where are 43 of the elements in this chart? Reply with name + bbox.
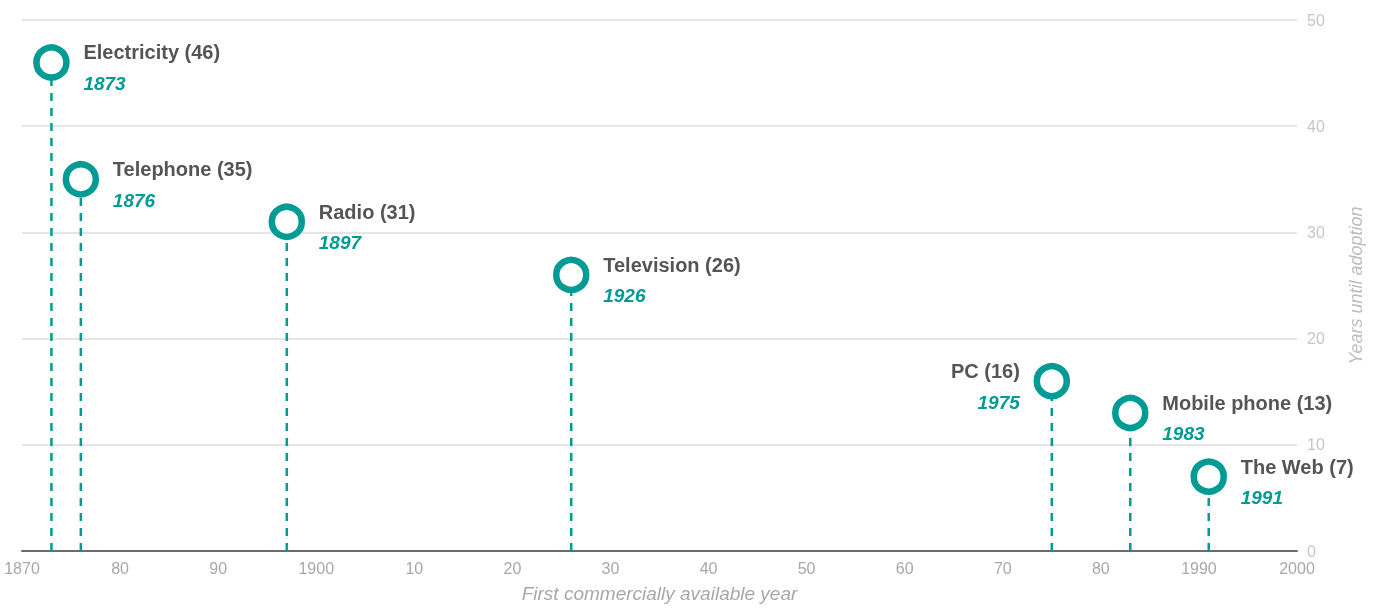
x-tick-label: 2000 (1279, 559, 1315, 577)
x-tick-label: 50 (797, 559, 816, 577)
data-label: Radio (31) (318, 200, 416, 223)
data-label: Mobile phone (13) (1162, 391, 1333, 414)
point (268, 203, 306, 241)
x-tick-label: 80 (111, 559, 130, 577)
x-tick-label: 40 (699, 559, 718, 577)
y-tick-label: 30 (1307, 223, 1325, 241)
y-tick-label: 10 (1307, 436, 1325, 454)
x-tick-label: 70 (993, 559, 1012, 577)
x-tick-label: 1990 (1181, 559, 1217, 577)
x-tick-label: 80 (1091, 559, 1110, 577)
y-tick-label: 0 (1307, 542, 1316, 560)
annotation: 1873 (83, 72, 127, 94)
point (1033, 362, 1071, 400)
annotation: 1983 (1162, 423, 1205, 445)
point (1190, 458, 1227, 495)
x-axis-title: First commercially available year (521, 583, 798, 604)
x-tick-label: 1870 (4, 559, 40, 577)
x-tick-label: 20 (503, 559, 522, 577)
x-tick-label: 1900 (298, 559, 335, 577)
data-label: The Web (7) (1240, 455, 1354, 478)
annotation: 1876 (112, 189, 156, 211)
annotation: 1991 (1240, 487, 1284, 509)
annotation: 1926 (603, 285, 646, 307)
data-label: Electricity (46) (83, 41, 221, 64)
x-tick-label: 30 (601, 559, 620, 577)
y-axis-title: Years until adoption (1346, 206, 1366, 365)
annotation: 1975 (977, 391, 1021, 413)
point (1112, 394, 1149, 432)
annotation: 1897 (318, 232, 363, 254)
x-tick-label: 60 (895, 559, 914, 577)
point (553, 256, 590, 294)
x-tick-label: 90 (209, 559, 228, 577)
y-tick-label: 20 (1307, 330, 1325, 348)
x-tick-label: 10 (405, 559, 424, 577)
y-tick-label: 40 (1307, 117, 1325, 135)
data-label: Television (26) (603, 253, 741, 276)
data-label: PC (16) (950, 360, 1020, 383)
point (62, 161, 100, 198)
data-label: Telephone (35) (112, 158, 253, 181)
y-tick-label: 50 (1307, 11, 1325, 29)
point (33, 44, 70, 81)
